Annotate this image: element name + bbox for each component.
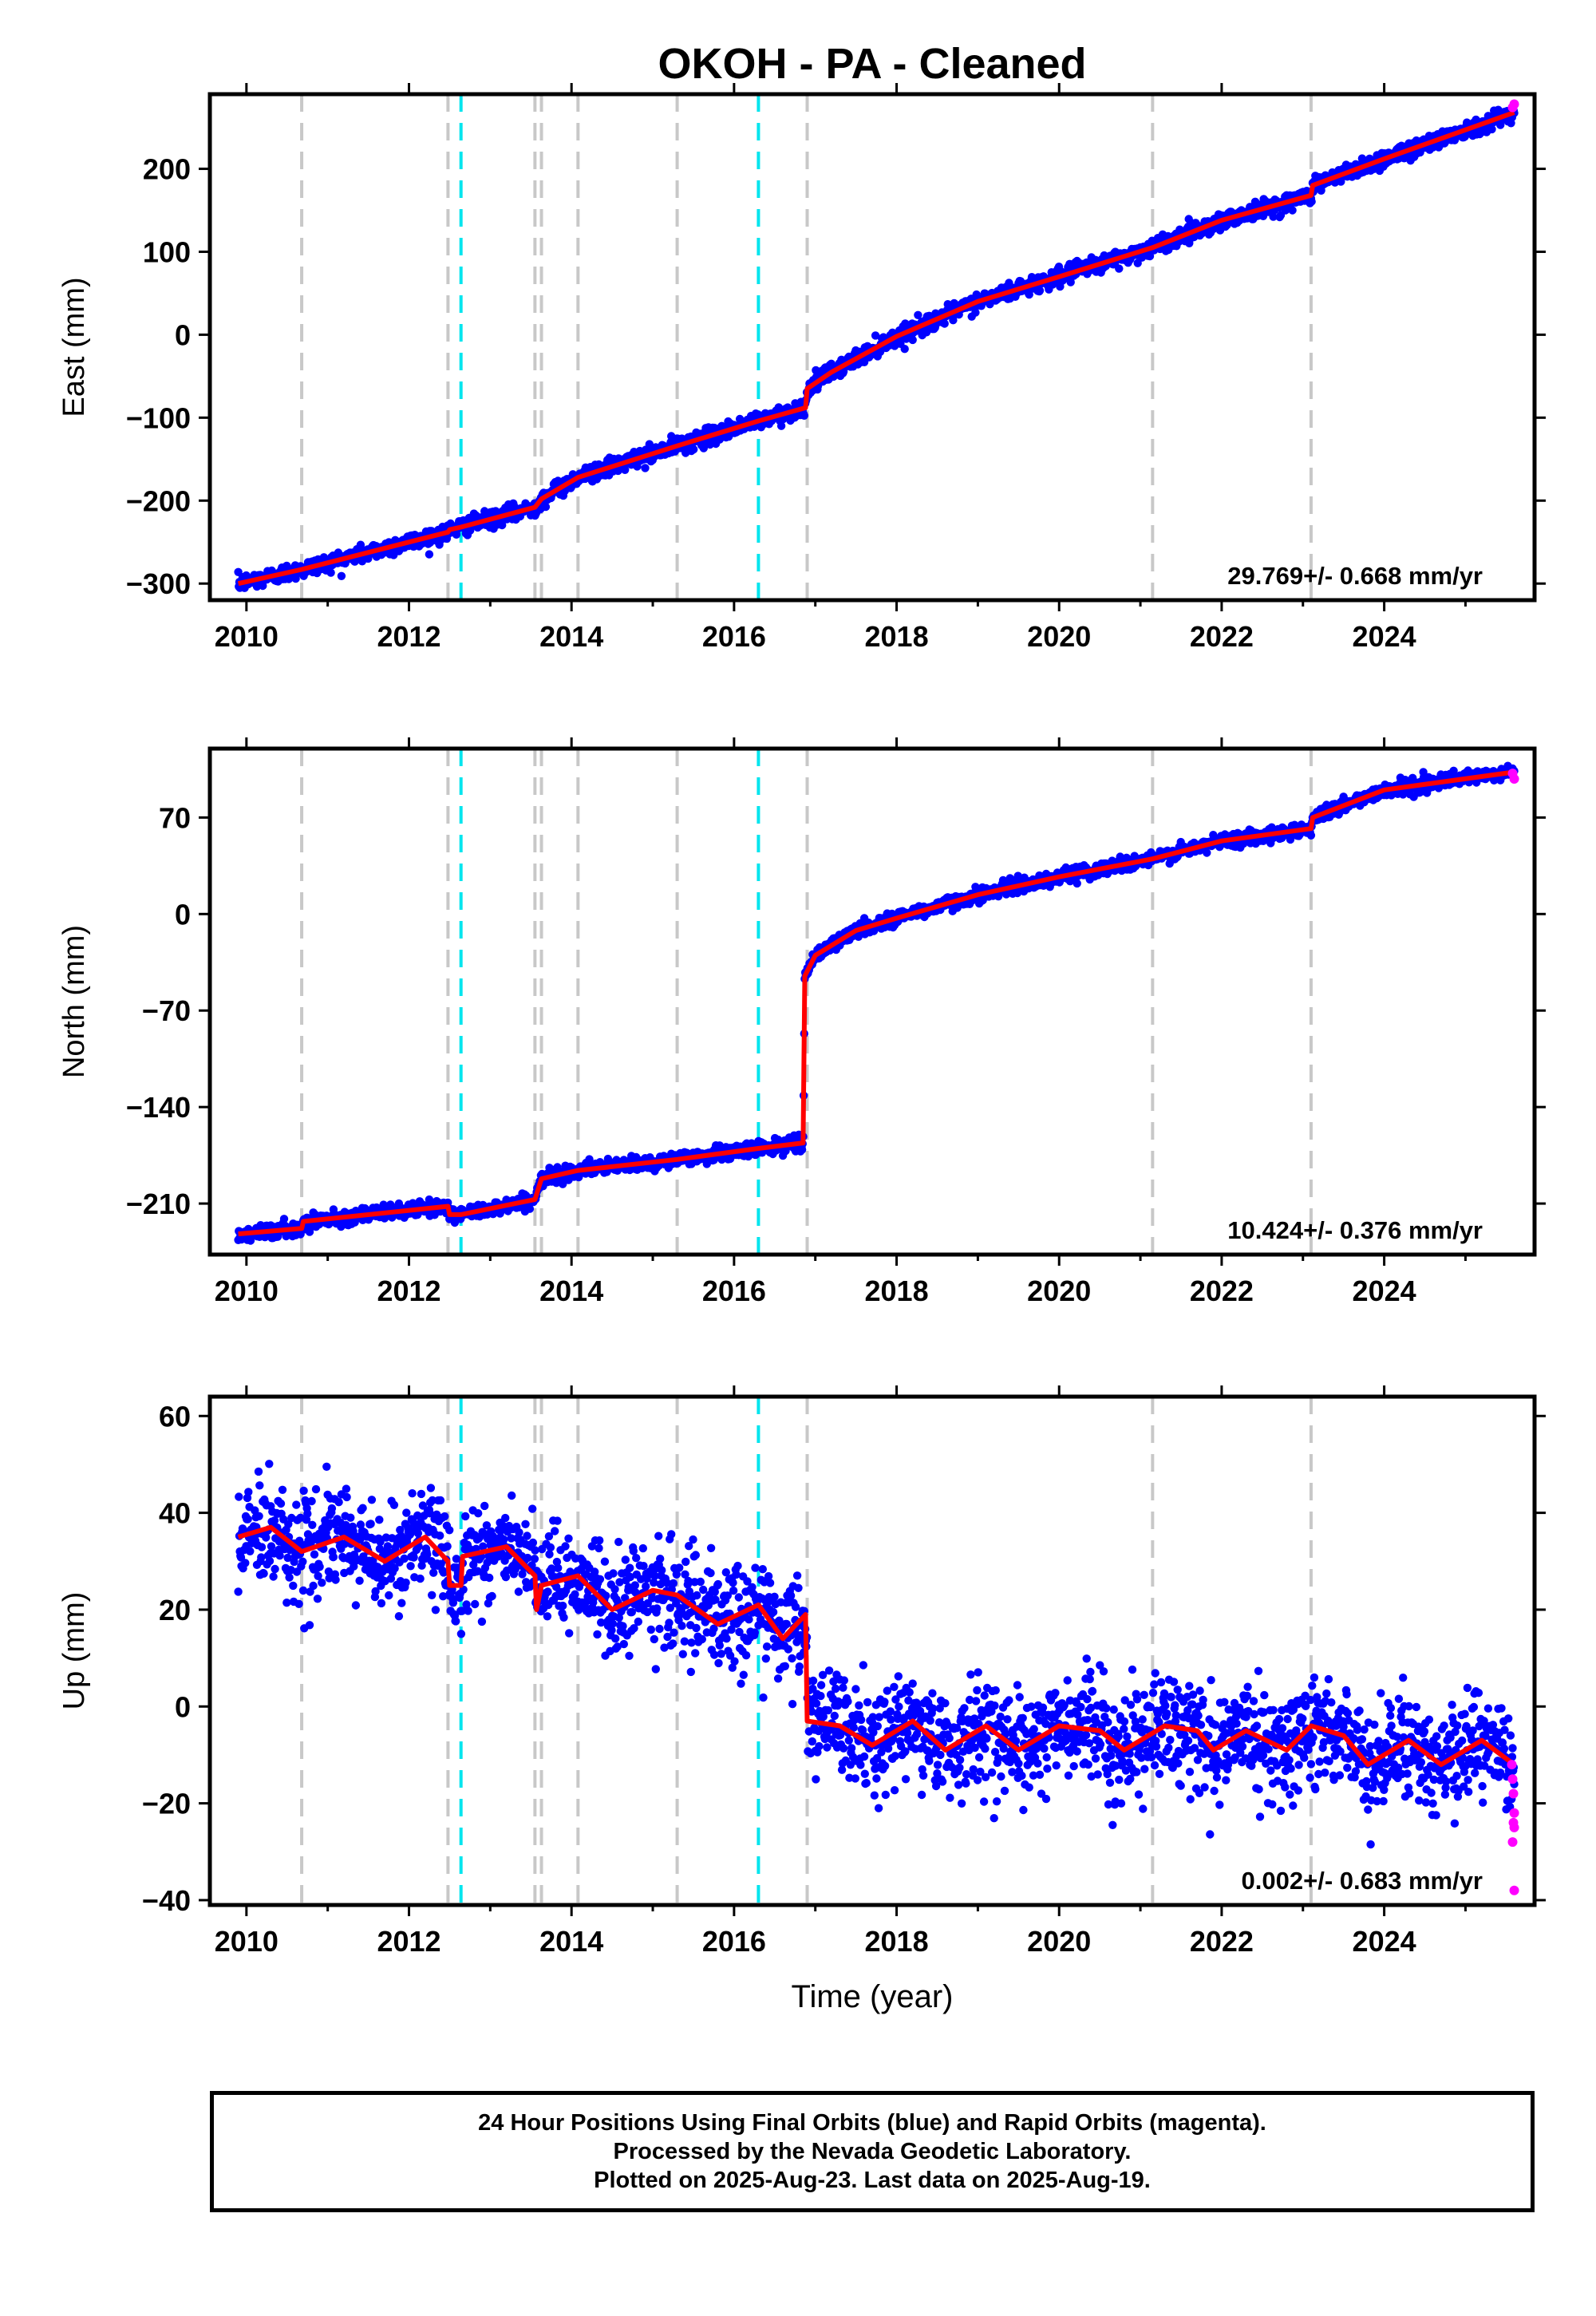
north-x-tick-label: 2024 (1353, 1275, 1416, 1307)
up-point (257, 1543, 267, 1551)
up-point (235, 1492, 243, 1501)
east-point (900, 345, 909, 354)
north-rate-text: 10.424+/- 0.376 mm/yr (1227, 1216, 1483, 1244)
north-y-tick-label: 70 (159, 801, 191, 834)
north-point (1306, 831, 1316, 840)
up-point (257, 1553, 266, 1562)
east-point (326, 568, 335, 577)
east-rapid-point (1509, 99, 1519, 109)
east-point (1496, 121, 1505, 129)
up-point (234, 1587, 243, 1596)
east-y-tick-label: −300 (126, 567, 191, 600)
north-x-tick-label: 2018 (865, 1275, 929, 1307)
up-panel: 2010 2012 2014 2016 2018 2020 2022 2024−40−2002… (57, 1385, 1546, 1958)
north-rapid-point (1509, 774, 1519, 785)
north-point (1286, 835, 1295, 844)
east-point (689, 445, 698, 454)
east-point (776, 421, 786, 430)
north-y-tick-label: −210 (126, 1188, 191, 1220)
east-x-tick-label: 2024 (1353, 620, 1416, 653)
up-point (246, 1547, 255, 1556)
east-point (1115, 264, 1124, 273)
east-x-tick-label: 2010 (215, 620, 279, 653)
east-point (1066, 278, 1075, 287)
east-point (337, 571, 346, 580)
north-x-tick-label: 2020 (1027, 1275, 1091, 1307)
up-point (244, 1488, 253, 1496)
east-x-tick-label: 2016 (702, 620, 766, 653)
north-point (1203, 848, 1211, 857)
east-point (871, 331, 880, 340)
east-point (425, 550, 434, 559)
up-point (255, 1481, 264, 1490)
east-y-tick-label: 100 (143, 235, 191, 268)
east-point (1288, 206, 1297, 215)
north-final-points (234, 761, 1519, 1245)
up-point (239, 1526, 248, 1535)
up-point (254, 1467, 263, 1476)
east-panel: 2010 2012 2014 2016 2018 2020 2022 2024 −300 −200… (57, 83, 1546, 653)
east-point (908, 335, 917, 345)
east-model-line (237, 110, 1515, 587)
north-point (525, 1204, 535, 1213)
east-y-tick-label: 200 (143, 153, 191, 186)
north-y-tick-label: 0 (175, 898, 191, 931)
east-point (914, 310, 922, 319)
east-y-tick-label: −100 (126, 401, 191, 434)
east-point (1145, 251, 1155, 261)
north-point (279, 1215, 289, 1223)
up-point (255, 1512, 263, 1521)
north-panel: 2010 2012 2014 2016 2018 2020 2022 2024 −210 −140… (57, 737, 1546, 1307)
north-point (1073, 879, 1081, 888)
north-x-tick-label: 2022 (1190, 1275, 1254, 1307)
east-point (641, 464, 650, 472)
east-rate-text: 29.769+/- 0.668 mm/yr (1227, 562, 1483, 590)
east-x-tick-label: 2020 (1027, 620, 1091, 653)
north-x-tick-label: 2014 (539, 1275, 603, 1307)
east-x-tick-label: 2012 (377, 620, 440, 653)
north-y-tick-label: −70 (142, 994, 191, 1027)
east-y-axis-label: East (mm) (57, 277, 91, 417)
north-y-tick-label: −140 (126, 1091, 191, 1124)
east-point (1487, 124, 1496, 134)
east-point (774, 403, 783, 412)
up-final-points (234, 1460, 1519, 1849)
east-point (800, 411, 808, 420)
east-y-tick-label: 0 (175, 318, 191, 351)
east-x-tick-label: 2014 (539, 620, 603, 653)
north-y-axis-label: North (mm) (57, 925, 91, 1078)
east-point (1307, 197, 1316, 206)
up-point (243, 1515, 252, 1524)
north-x-tick-label: 2012 (377, 1275, 440, 1307)
east-plot-frame (207, 92, 1537, 603)
chart-title: OKOH - PA - Cleaned (658, 40, 1086, 88)
north-x-tick-label: 2010 (215, 1275, 279, 1307)
north-plot-frame (207, 746, 1537, 1257)
east-x-tick-label: 2022 (1190, 620, 1254, 653)
up-point (251, 1506, 259, 1515)
east-point (1035, 286, 1045, 295)
east-x-tick-label: 2018 (865, 620, 929, 653)
east-point (541, 502, 551, 512)
east-y-tick-label: −200 (126, 484, 191, 517)
east-point (940, 319, 949, 328)
east-point (1269, 212, 1278, 221)
north-x-tick-label: 2016 (702, 1275, 766, 1307)
east-point (971, 308, 980, 317)
up-point (259, 1569, 268, 1578)
up-point (241, 1559, 250, 1567)
north-model-line (238, 769, 1515, 1237)
east-point (621, 465, 630, 474)
